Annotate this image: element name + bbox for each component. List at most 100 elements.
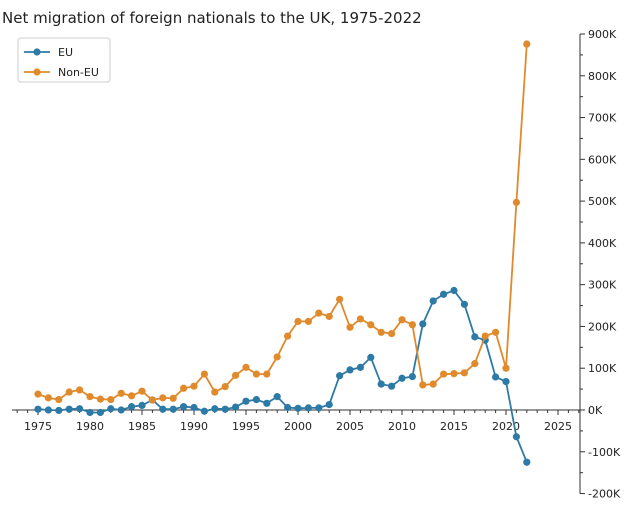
data-point bbox=[159, 405, 167, 413]
data-point bbox=[450, 370, 458, 378]
data-point bbox=[180, 384, 188, 392]
y-tick-label: 300K bbox=[588, 279, 617, 292]
data-point bbox=[377, 328, 385, 336]
data-point bbox=[460, 369, 468, 377]
data-point bbox=[336, 372, 344, 380]
data-point bbox=[315, 309, 323, 317]
data-point bbox=[180, 403, 188, 411]
data-point bbox=[471, 360, 479, 368]
data-point bbox=[107, 405, 115, 413]
y-tick-label: 700K bbox=[588, 112, 617, 125]
data-point bbox=[242, 397, 250, 405]
data-point bbox=[34, 405, 42, 413]
data-point bbox=[44, 406, 53, 414]
data-point bbox=[76, 386, 84, 394]
data-point bbox=[346, 323, 354, 331]
x-tick-label: 1995 bbox=[232, 420, 260, 433]
data-point bbox=[200, 370, 208, 378]
y-tick-label: 200K bbox=[588, 320, 617, 333]
data-point bbox=[86, 393, 94, 401]
data-point bbox=[304, 404, 312, 412]
data-point bbox=[388, 382, 396, 390]
data-point bbox=[336, 295, 344, 303]
legend: EU Non-EU bbox=[17, 37, 111, 83]
data-point bbox=[304, 317, 312, 326]
data-point bbox=[398, 316, 406, 324]
data-point bbox=[221, 405, 229, 413]
series-eu bbox=[34, 286, 531, 466]
y-tick-label: 400K bbox=[588, 237, 617, 250]
data-point bbox=[263, 370, 271, 378]
data-point bbox=[86, 408, 94, 417]
y-tick-label: 900K bbox=[588, 28, 617, 41]
data-point bbox=[367, 353, 375, 361]
data-point bbox=[169, 405, 177, 413]
legend-label: Non-EU bbox=[58, 66, 99, 79]
data-point bbox=[294, 317, 302, 326]
data-point bbox=[128, 392, 136, 400]
data-point bbox=[346, 366, 354, 374]
y-tick-label: -200K bbox=[588, 488, 621, 501]
data-point bbox=[148, 396, 156, 404]
data-point bbox=[128, 403, 136, 411]
data-point bbox=[460, 300, 468, 308]
x-tick-label: 2015 bbox=[440, 420, 468, 433]
data-point bbox=[325, 400, 333, 409]
data-point bbox=[190, 403, 198, 412]
data-point bbox=[523, 458, 531, 466]
data-point bbox=[200, 407, 208, 415]
data-point bbox=[76, 405, 84, 413]
data-point bbox=[481, 332, 489, 340]
data-point bbox=[502, 364, 510, 372]
data-point bbox=[252, 395, 260, 404]
data-point bbox=[96, 395, 104, 403]
chart-title: Net migration of foreign nationals to th… bbox=[2, 9, 422, 27]
data-point bbox=[273, 353, 281, 361]
series-line bbox=[37, 43, 528, 401]
data-point bbox=[523, 40, 531, 48]
x-tick-label: 1975 bbox=[24, 420, 52, 433]
data-point bbox=[138, 387, 146, 395]
data-point bbox=[117, 406, 125, 414]
data-point bbox=[65, 388, 73, 396]
data-point bbox=[55, 395, 63, 404]
data-point bbox=[512, 433, 521, 441]
data-point bbox=[429, 380, 437, 388]
data-point bbox=[471, 333, 479, 341]
legend-marker bbox=[33, 68, 41, 76]
x-tick-label: 2025 bbox=[544, 420, 572, 433]
data-point bbox=[440, 370, 448, 378]
data-point bbox=[419, 320, 427, 328]
data-point bbox=[398, 374, 406, 382]
data-point bbox=[284, 332, 292, 340]
data-point bbox=[211, 405, 219, 413]
data-point bbox=[440, 290, 448, 298]
data-point bbox=[356, 315, 364, 323]
data-point bbox=[263, 399, 271, 407]
data-point bbox=[419, 381, 427, 389]
x-tick-label: 1980 bbox=[76, 420, 104, 433]
data-point bbox=[356, 363, 364, 371]
x-tick-label: 2000 bbox=[284, 420, 312, 433]
data-point bbox=[408, 321, 416, 329]
data-point bbox=[190, 382, 198, 390]
legend-box bbox=[17, 37, 111, 83]
y-tick-label: 600K bbox=[588, 153, 617, 166]
data-point bbox=[325, 312, 333, 321]
data-point bbox=[273, 393, 281, 401]
x-tick-label: 2010 bbox=[388, 420, 416, 433]
data-point bbox=[502, 377, 510, 386]
y-tick-label: 100K bbox=[588, 362, 617, 375]
data-point bbox=[159, 394, 167, 402]
x-tick-label: 2005 bbox=[336, 420, 364, 433]
data-point bbox=[232, 403, 240, 411]
data-point bbox=[107, 395, 115, 404]
data-point bbox=[55, 406, 63, 415]
data-point bbox=[284, 403, 292, 412]
data-point bbox=[512, 198, 521, 206]
y-tick-label: -100K bbox=[588, 446, 621, 459]
data-point bbox=[232, 371, 240, 379]
data-point bbox=[388, 329, 396, 338]
data-point bbox=[450, 286, 458, 295]
